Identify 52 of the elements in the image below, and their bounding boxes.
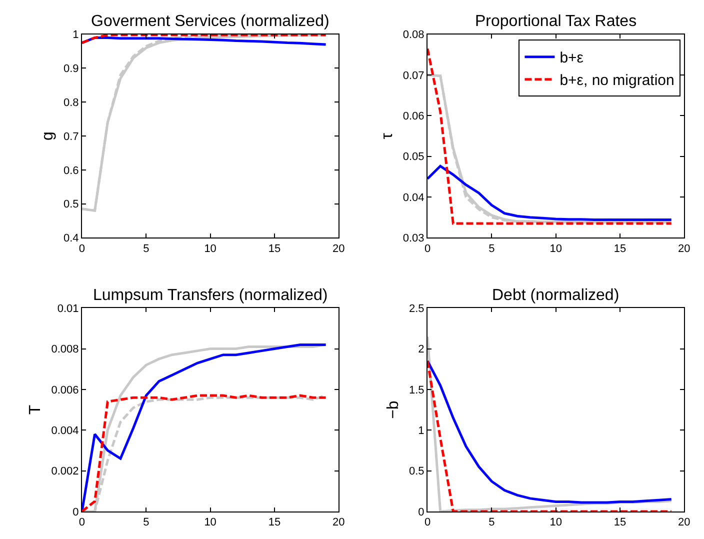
y-tick-label: 0.05 bbox=[402, 151, 424, 164]
chart-title: Debt (normalized) bbox=[492, 287, 620, 304]
y-axis-title: g bbox=[39, 132, 56, 140]
x-tick-label: 15 bbox=[268, 516, 281, 529]
legend-label: b+ε bbox=[560, 50, 584, 67]
x-tick-label: 15 bbox=[268, 242, 281, 255]
x-tick-label: 5 bbox=[143, 242, 150, 255]
x-tick-label: 5 bbox=[488, 516, 495, 529]
y-tick-label: 0.008 bbox=[51, 344, 79, 356]
chart-title: Goverment Services (normalized) bbox=[91, 13, 330, 30]
y-tick-label: 0.7 bbox=[63, 130, 79, 143]
y-tick-label: 0.01 bbox=[57, 302, 79, 315]
chart-title: Proportional Tax Rates bbox=[475, 13, 637, 30]
y-tick-label: 0.6 bbox=[63, 164, 79, 177]
x-tick-label: 15 bbox=[614, 242, 626, 255]
x-tick-label: 5 bbox=[488, 242, 495, 255]
legend-label: b+ε, no migration bbox=[560, 72, 674, 90]
y-tick-label: 2.5 bbox=[409, 302, 424, 315]
x-tick-label: 10 bbox=[204, 242, 216, 255]
y-axis-title: T bbox=[27, 404, 44, 415]
y-tick-label: 1 bbox=[418, 424, 424, 437]
x-tick-label: 20 bbox=[678, 516, 690, 529]
x-tick-label: 15 bbox=[614, 516, 626, 529]
chart-title: Lumpsum Transfers (normalized) bbox=[93, 287, 328, 304]
y-tick-label: 0.8 bbox=[63, 96, 79, 109]
y-tick-label: 0.04 bbox=[402, 192, 424, 204]
y-tick-label: 0 bbox=[418, 506, 424, 518]
x-tick-label: 10 bbox=[550, 242, 562, 255]
y-tick-label: 1.5 bbox=[409, 384, 424, 396]
line-series bbox=[428, 164, 673, 222]
x-tick-label: 20 bbox=[332, 242, 345, 255]
x-tick-label: 10 bbox=[204, 516, 216, 529]
x-tick-label: 5 bbox=[143, 516, 150, 529]
y-tick-label: 0.9 bbox=[63, 63, 79, 76]
x-tick-label: 20 bbox=[332, 516, 345, 529]
y-tick-label: 0.4 bbox=[63, 232, 79, 245]
y-tick-label: 0.006 bbox=[51, 384, 79, 396]
y-tick-label: 0.07 bbox=[402, 70, 424, 82]
y-tick-label: 1 bbox=[72, 29, 79, 42]
y-tick-label: 2 bbox=[418, 344, 424, 356]
y-tick-label: 0.5 bbox=[63, 198, 79, 211]
y-tick-label: 0 bbox=[72, 506, 79, 518]
y-tick-label: 0.004 bbox=[51, 424, 79, 437]
y-axis-title: −b bbox=[384, 400, 402, 419]
y-tick-label: 0.08 bbox=[402, 29, 424, 42]
y-axis-title: τ bbox=[378, 132, 396, 140]
y-tick-label: 0.06 bbox=[402, 110, 424, 123]
y-tick-label: 0.002 bbox=[51, 466, 79, 478]
x-tick-label: 20 bbox=[678, 242, 690, 255]
y-tick-label: 0.5 bbox=[409, 466, 424, 478]
x-tick-label: 10 bbox=[550, 516, 562, 529]
y-tick-label: 0.03 bbox=[402, 232, 424, 245]
